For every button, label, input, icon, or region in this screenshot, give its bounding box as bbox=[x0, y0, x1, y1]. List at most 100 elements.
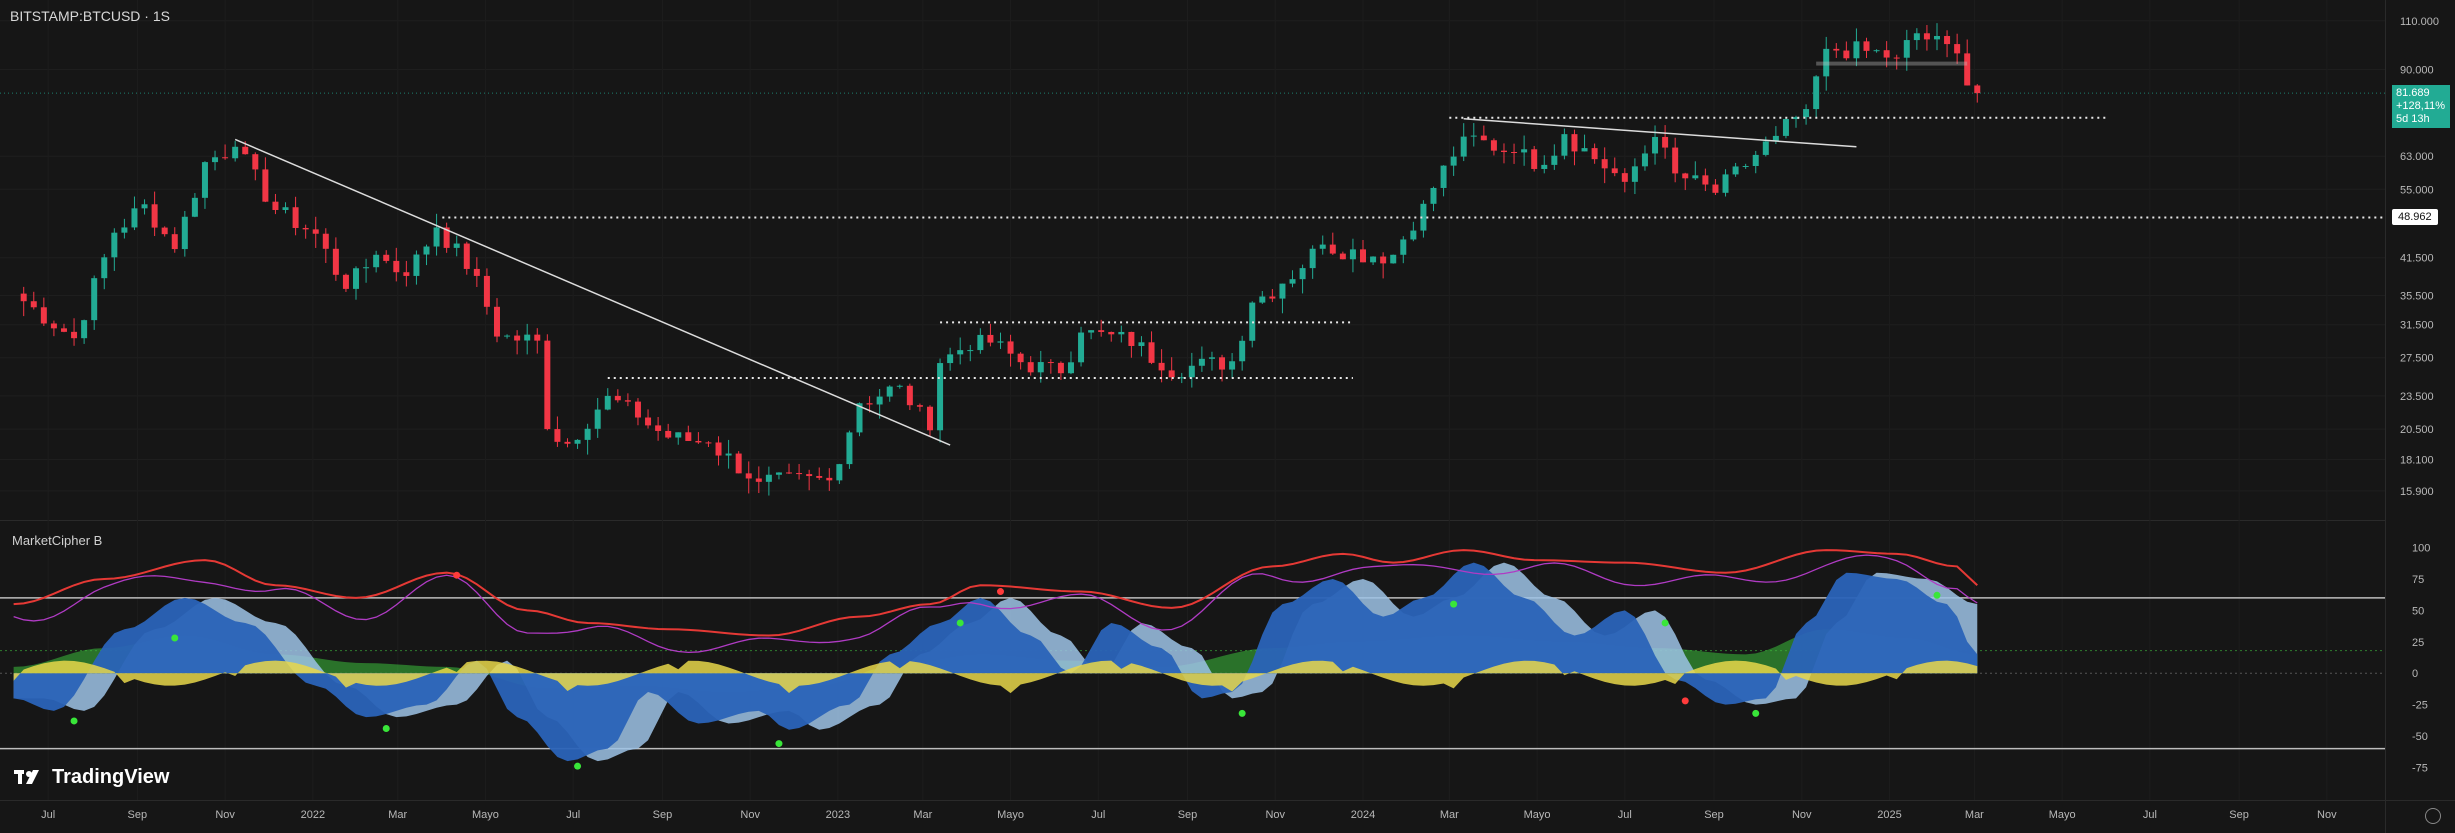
candle bbox=[1430, 186, 1437, 212]
candle-body bbox=[584, 428, 591, 440]
candle-body bbox=[1168, 370, 1175, 378]
candle-body bbox=[524, 334, 531, 341]
candle-body bbox=[1360, 249, 1367, 263]
candle bbox=[1823, 36, 1830, 91]
candle bbox=[1450, 146, 1457, 176]
candle-body bbox=[675, 432, 682, 438]
candle-body bbox=[745, 473, 752, 479]
candle bbox=[957, 337, 964, 365]
candle-body bbox=[1883, 50, 1890, 58]
candle bbox=[1309, 245, 1316, 279]
candle-body bbox=[50, 323, 57, 329]
osc-tick-label: 0 bbox=[2412, 668, 2418, 680]
candle bbox=[81, 319, 88, 344]
candle bbox=[443, 222, 450, 253]
candle-body bbox=[544, 340, 551, 430]
candle-body bbox=[826, 477, 833, 481]
candle bbox=[433, 213, 440, 256]
candle bbox=[775, 472, 782, 480]
candle-body bbox=[1722, 174, 1729, 193]
candle-body bbox=[1299, 268, 1306, 280]
osc-tick-label: 25 bbox=[2412, 637, 2424, 649]
candle bbox=[232, 140, 239, 162]
candle-body bbox=[1098, 330, 1105, 332]
candle bbox=[1118, 325, 1125, 343]
candle bbox=[735, 451, 742, 474]
candle bbox=[50, 320, 57, 337]
candle bbox=[1460, 123, 1467, 162]
candle-body bbox=[1078, 332, 1085, 363]
candle-body bbox=[191, 197, 198, 217]
candle-body bbox=[977, 334, 984, 351]
candle bbox=[967, 344, 974, 362]
candle bbox=[765, 466, 772, 496]
candle bbox=[1390, 254, 1397, 264]
candle-body bbox=[886, 386, 893, 397]
candle-body bbox=[1903, 40, 1910, 58]
candle bbox=[353, 266, 360, 300]
candle-body bbox=[614, 395, 621, 401]
candle bbox=[504, 334, 511, 339]
candle bbox=[463, 241, 470, 275]
gear-icon[interactable] bbox=[2425, 808, 2441, 824]
candle-body bbox=[514, 335, 521, 341]
candle-body bbox=[373, 254, 380, 268]
candle-body bbox=[1057, 362, 1064, 374]
candle bbox=[342, 273, 349, 292]
candle-body bbox=[1229, 361, 1236, 370]
candle-body bbox=[332, 248, 339, 275]
candle-body bbox=[1621, 173, 1628, 182]
candle-body bbox=[1329, 244, 1336, 254]
price-tick-label: 41.500 bbox=[2400, 253, 2434, 265]
candle-body bbox=[151, 204, 158, 228]
signal-dot bbox=[956, 619, 964, 627]
time-tick-label: Mayo bbox=[472, 809, 499, 821]
time-tick-label: Sep bbox=[128, 809, 148, 821]
change-percent: +128,11% bbox=[2396, 100, 2446, 113]
candle bbox=[1591, 143, 1598, 164]
candle-body bbox=[1511, 152, 1518, 154]
candle bbox=[675, 432, 682, 445]
candle bbox=[1067, 351, 1074, 375]
last-price-value: 81.689 bbox=[2396, 87, 2430, 100]
candle bbox=[896, 384, 903, 389]
candle bbox=[1964, 39, 1971, 86]
candle bbox=[312, 216, 319, 248]
candle bbox=[1793, 115, 1800, 128]
candle bbox=[1702, 168, 1709, 192]
candle bbox=[1410, 221, 1417, 242]
candle-body bbox=[1954, 44, 1961, 54]
signal-dot bbox=[775, 740, 783, 748]
candle bbox=[60, 323, 67, 333]
candle-body bbox=[71, 331, 78, 339]
candle-body bbox=[1108, 331, 1115, 335]
candle bbox=[1531, 145, 1538, 172]
candle bbox=[1470, 123, 1477, 147]
candle-body bbox=[665, 430, 672, 438]
candle-body bbox=[81, 320, 88, 339]
candle-body bbox=[212, 157, 219, 163]
candle bbox=[1682, 172, 1689, 191]
candle bbox=[1239, 335, 1246, 371]
candle bbox=[1198, 346, 1205, 372]
candle-body bbox=[594, 409, 601, 429]
candle bbox=[40, 297, 47, 326]
candle-body bbox=[1339, 253, 1346, 260]
candle bbox=[1954, 33, 1961, 64]
candle bbox=[594, 397, 601, 438]
signal-dot bbox=[382, 724, 390, 732]
candle bbox=[1641, 145, 1648, 171]
price-tick-label: 31.500 bbox=[2400, 320, 2434, 332]
candle bbox=[1168, 357, 1175, 381]
candle-body bbox=[1782, 119, 1789, 136]
candle bbox=[1490, 138, 1497, 156]
candle-body bbox=[1863, 41, 1870, 51]
candle bbox=[1279, 283, 1286, 314]
candle-body bbox=[916, 405, 923, 407]
candle-body bbox=[483, 275, 490, 307]
tradingview-logo[interactable]: TradingView bbox=[14, 766, 169, 789]
candle bbox=[947, 347, 954, 371]
candle bbox=[1138, 336, 1145, 357]
candle bbox=[1782, 118, 1789, 139]
candle bbox=[1229, 353, 1236, 379]
